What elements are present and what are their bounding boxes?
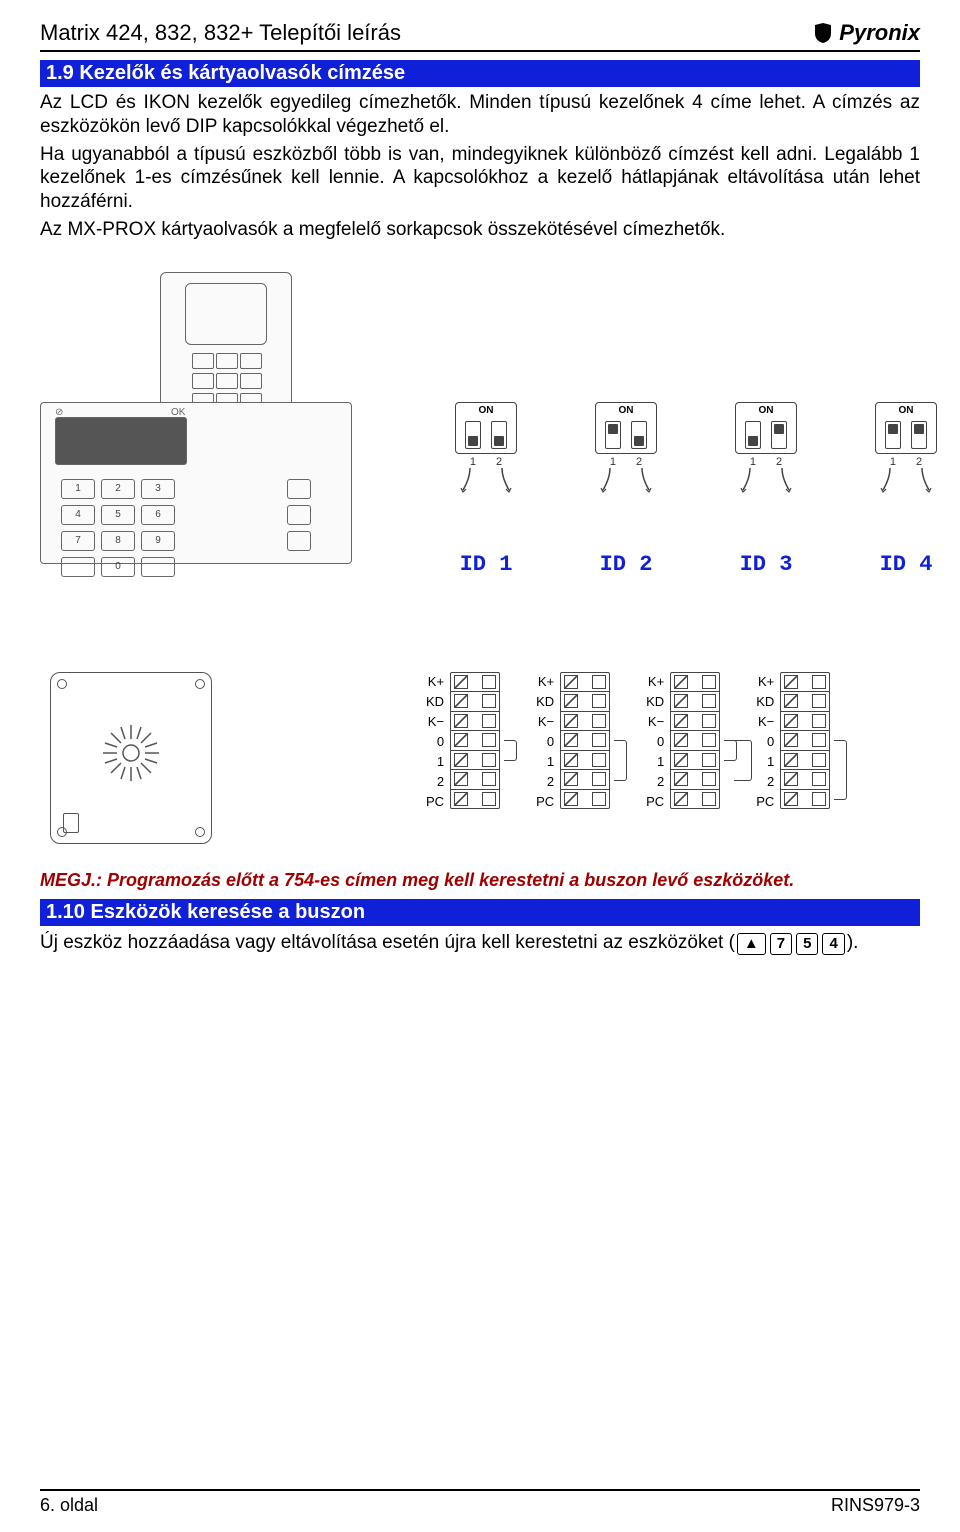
terminal-block-2: K+KDK−012PC <box>536 672 610 812</box>
id-label-2: ID 2 <box>590 552 662 577</box>
line-pre: Új eszköz hozzáadása vagy eltávolítása e… <box>40 932 735 953</box>
dip-switch-2: ON12 <box>590 402 662 494</box>
keypad2-side-keys <box>287 479 311 551</box>
terminal-block-3: K+KDK−012PC <box>646 672 720 812</box>
id-row: ID 1 ID 2 ID 3 ID 4 <box>450 552 942 577</box>
keypad-icon-illustration: ⊘ OK 1234567890 <box>40 402 352 564</box>
lcd-screen <box>185 283 267 345</box>
footer-left: 6. oldal <box>40 1495 98 1516</box>
para-3: Az MX-PROX kártyaolvasók a megfelelő sor… <box>40 218 920 242</box>
dip-switch-1: ON12 <box>450 402 522 494</box>
footer: 6. oldal RINS979-3 <box>40 1489 920 1516</box>
id-label-3: ID 3 <box>730 552 802 577</box>
icon-screen <box>55 417 187 465</box>
para-2: Ha ugyanabból a típusú eszközből több is… <box>40 143 920 214</box>
figure-bottom: K+KDK−012PC K+KDK−012PC K+KDK−012PC K+KDK−0… <box>40 672 920 844</box>
doc-header: Matrix 424, 832, 832+ Telepítői leírás P… <box>40 20 920 52</box>
prox-icon <box>99 721 163 785</box>
section-1-10-text: Új eszköz hozzáadása vagy eltávolítása e… <box>40 932 920 955</box>
prox-led <box>63 813 79 833</box>
terminal-block-1: K+KDK−012PC <box>426 672 500 812</box>
para-1: Az LCD és IKON kezelők egyedileg címezhe… <box>40 91 920 139</box>
led-label: ⊘ <box>55 407 63 418</box>
section-1-10-bar: 1.10 Eszközök keresése a buszon <box>40 899 920 926</box>
section-1-9-bar: 1.9 Kezelők és kártyaolvasók címzése <box>40 60 920 87</box>
key-7: 7 <box>770 933 792 955</box>
logo-text: Pyronix <box>839 20 920 46</box>
figure-top: ⊘ OK 1234567890 ON12ON12ON12ON12 ID 1ID … <box>40 272 920 652</box>
brand-logo: Pyronix <box>811 20 920 46</box>
keypad2-keys: 1234567890 <box>61 479 175 577</box>
key-▲: ▲ <box>737 933 766 955</box>
key-4: 4 <box>822 933 844 955</box>
note-red: MEGJ.: Programozás előtt a 754-es címen … <box>40 870 920 891</box>
id-label-1: ID 1 <box>450 552 522 577</box>
dip-switch-4: ON12 <box>870 402 942 494</box>
id-label-4: ID 4 <box>870 552 942 577</box>
line-post: ). <box>847 932 859 953</box>
ok-label: OK <box>171 407 185 418</box>
terminal-row: K+KDK−012PC K+KDK−012PC K+KDK−012PC K+KDK−0… <box>426 672 920 812</box>
header-title: Matrix 424, 832, 832+ Telepítői leírás <box>40 20 401 46</box>
footer-right: RINS979-3 <box>831 1495 920 1516</box>
terminal-block-4: K+KDK−012PC <box>756 672 830 812</box>
key-5: 5 <box>796 933 818 955</box>
dip-row: ON12 ON12 ON12 ON12 <box>450 402 942 494</box>
dip-switch-3: ON12 <box>730 402 802 494</box>
shield-icon <box>811 23 835 43</box>
prox-reader-illustration <box>50 672 212 844</box>
